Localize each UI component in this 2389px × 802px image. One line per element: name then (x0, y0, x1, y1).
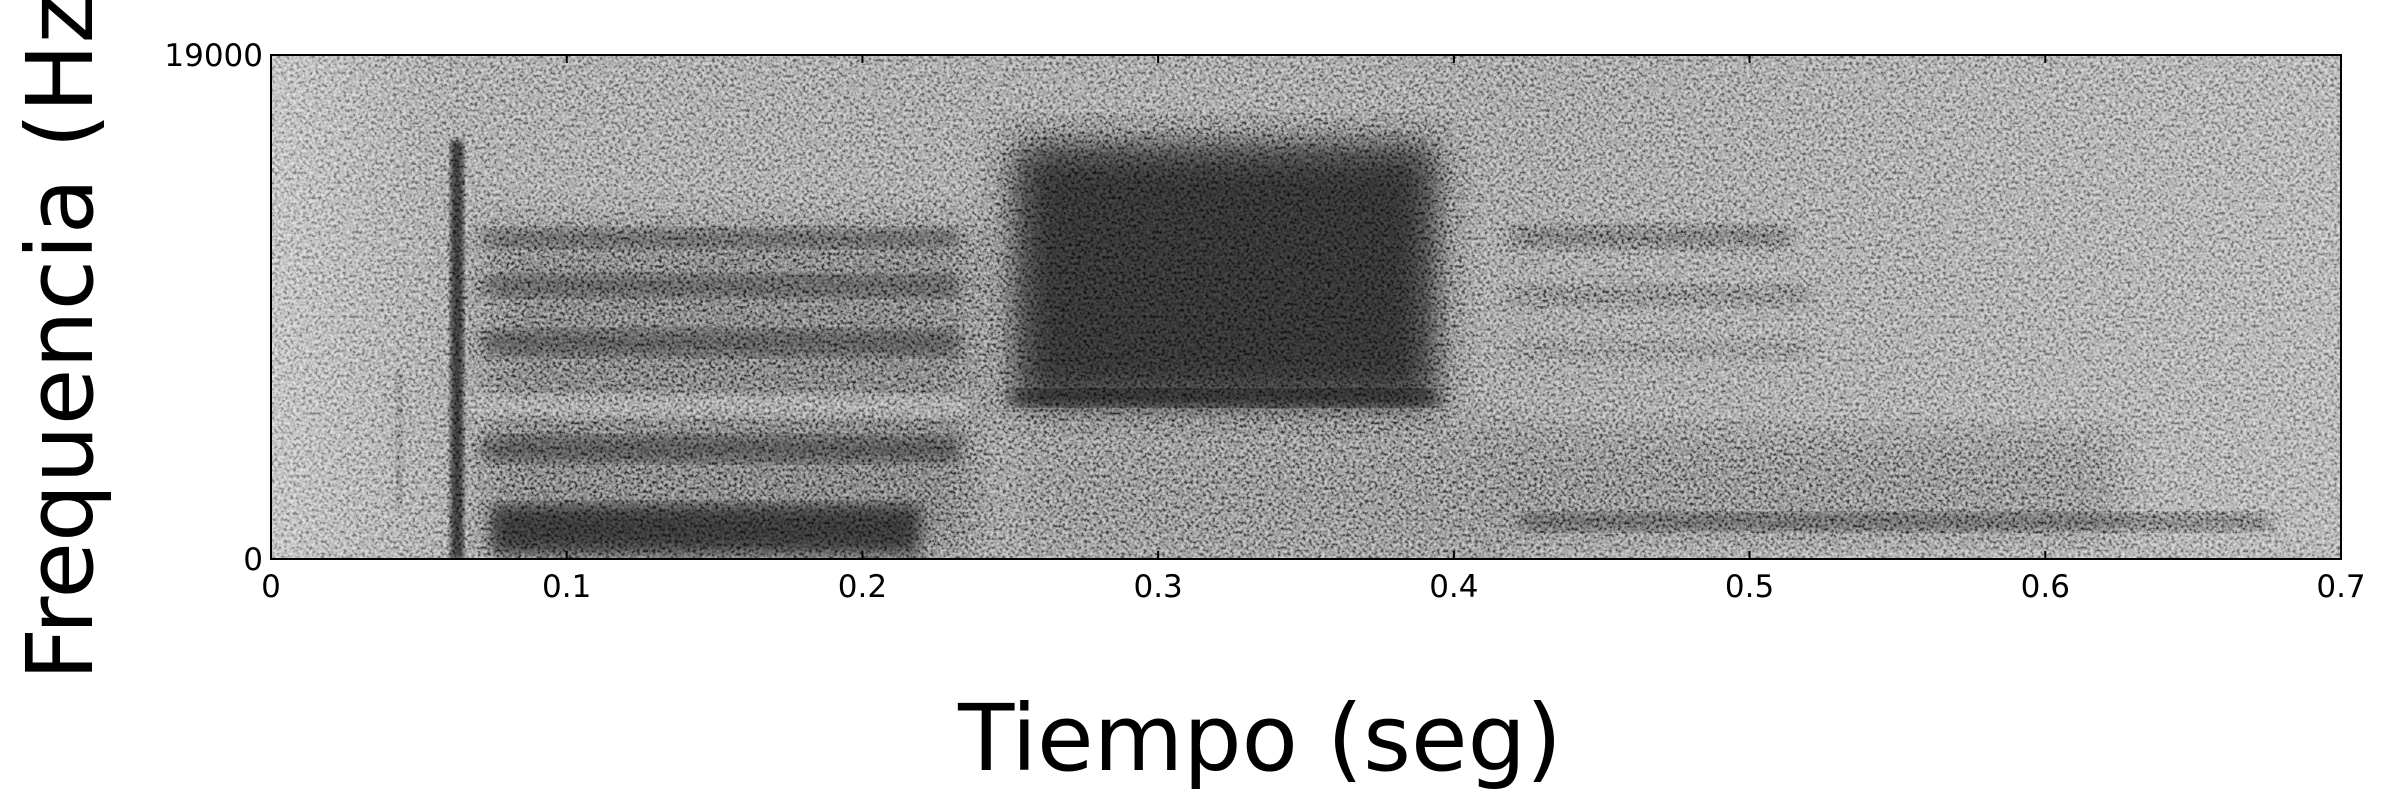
x-tick-label: 0.5 (1725, 569, 1774, 605)
y-tick-label: 19000 (164, 38, 263, 74)
x-tick-label: 0.2 (838, 569, 887, 605)
x-tick-label: 0.3 (1133, 569, 1182, 605)
y-tick-label: 0 (243, 542, 263, 578)
spectrogram-image (271, 55, 2341, 559)
x-tick-label: 0 (261, 569, 281, 605)
spectrogram-noise (271, 55, 2341, 559)
x-axis-title: Tiempo (seg) (957, 685, 1562, 792)
x-tick-label: 0.1 (542, 569, 591, 605)
x-tick-label: 0.4 (1429, 569, 1478, 605)
x-tick-label: 0.6 (2021, 569, 2070, 605)
plot-frame (270, 54, 2342, 560)
y-axis-title: Frequencia (Hz) (7, 0, 114, 681)
x-tick-label: 0.7 (2316, 569, 2365, 605)
